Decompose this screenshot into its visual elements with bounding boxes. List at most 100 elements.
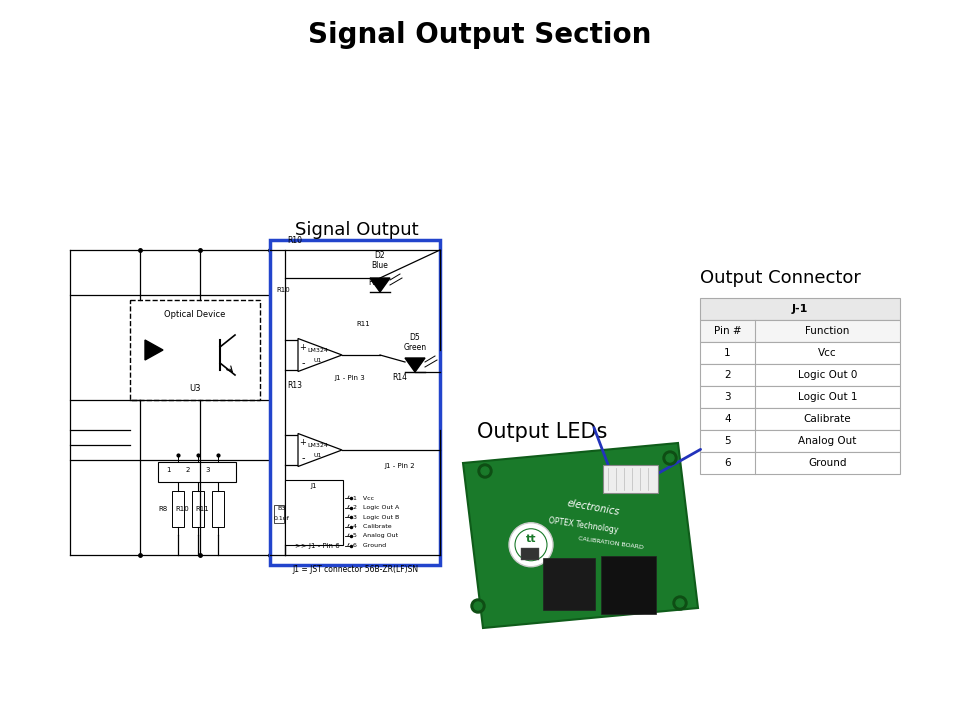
Polygon shape [463, 443, 698, 628]
Text: R10: R10 [287, 236, 302, 245]
Text: 6   Ground: 6 Ground [353, 543, 386, 548]
Text: 6: 6 [724, 458, 731, 468]
Bar [700, 430, 900, 452]
Text: Ground: Ground [808, 458, 847, 468]
Bar [700, 408, 900, 430]
Text: Green: Green [403, 343, 426, 352]
Text: J1: J1 [311, 483, 317, 489]
Text: Function: Function [805, 326, 850, 336]
Text: Optical Device: Optical Device [164, 310, 226, 318]
Text: Logic Out 1: Logic Out 1 [798, 392, 857, 402]
Circle shape [481, 467, 489, 475]
Text: electronics: electronics [565, 498, 620, 518]
Text: tt: tt [526, 534, 537, 544]
Text: 2   Logic Out A: 2 Logic Out A [353, 505, 399, 510]
Text: Analog Out: Analog Out [799, 436, 856, 446]
Text: 2: 2 [186, 467, 190, 473]
Text: 3: 3 [724, 392, 731, 402]
Bar [270, 240, 440, 565]
Text: D2: D2 [374, 251, 385, 260]
Polygon shape [145, 340, 163, 360]
Circle shape [676, 599, 684, 607]
Bar [374, 302, 386, 346]
Text: J1 = JST connector 56B-ZR(LF)SN: J1 = JST connector 56B-ZR(LF)SN [292, 565, 418, 574]
Circle shape [509, 523, 553, 567]
Text: J-1: J-1 [792, 304, 808, 314]
Polygon shape [298, 338, 342, 372]
Text: Pin #: Pin # [713, 326, 741, 336]
Text: D5: D5 [410, 333, 420, 342]
Circle shape [474, 602, 482, 610]
Circle shape [673, 596, 687, 610]
Bar [409, 381, 421, 421]
Text: Output Connector: Output Connector [700, 269, 861, 287]
Text: R14: R14 [393, 373, 407, 382]
Bar [521, 548, 539, 560]
Text: -: - [301, 358, 304, 368]
Text: 1: 1 [166, 467, 170, 473]
Text: Vcc: Vcc [818, 348, 837, 358]
Bar [294, 262, 306, 318]
Polygon shape [370, 278, 390, 292]
Bar [279, 379, 291, 421]
Circle shape [666, 454, 674, 462]
Bar [158, 462, 236, 482]
Text: 1: 1 [724, 348, 731, 358]
Bar [603, 465, 658, 493]
Bar [601, 556, 656, 614]
Text: +: + [300, 343, 306, 352]
Text: 4: 4 [724, 414, 731, 424]
Text: R10: R10 [276, 287, 290, 293]
Text: Signal Output: Signal Output [295, 221, 419, 239]
Text: Calibrate: Calibrate [804, 414, 852, 424]
Text: Output LEDs: Output LEDs [477, 422, 608, 442]
Text: 0.1uf: 0.1uf [274, 516, 290, 521]
Text: R11: R11 [369, 278, 383, 287]
Text: R11: R11 [356, 320, 370, 326]
Text: +: + [300, 438, 306, 447]
Text: LM324: LM324 [307, 443, 328, 448]
Text: 5: 5 [724, 436, 731, 446]
Text: -: - [301, 453, 304, 463]
Text: 2: 2 [724, 370, 731, 380]
Bar [130, 300, 260, 400]
Text: U3: U3 [189, 384, 201, 392]
Text: LM324: LM324 [307, 348, 328, 353]
Text: CALIBRATION BOARD: CALIBRATION BOARD [578, 536, 644, 550]
Bar [700, 342, 900, 364]
Bar [700, 386, 900, 408]
Text: R11: R11 [195, 506, 209, 512]
Bar [700, 320, 900, 342]
Text: J1 - Pin 2: J1 - Pin 2 [385, 463, 416, 469]
Text: R8: R8 [158, 506, 168, 512]
Text: 5   Analog Out: 5 Analog Out [353, 534, 398, 539]
Bar [543, 558, 595, 610]
Text: R10: R10 [175, 506, 189, 512]
Bar [212, 491, 224, 527]
Bar [700, 452, 900, 474]
Text: U1: U1 [314, 453, 323, 458]
Bar [172, 491, 184, 527]
Text: R13: R13 [287, 381, 302, 390]
Text: Logic Out 0: Logic Out 0 [798, 370, 857, 380]
Bar [192, 491, 204, 527]
Polygon shape [298, 433, 342, 467]
Text: 3   Logic Out B: 3 Logic Out B [353, 515, 399, 520]
Text: J1 - Pin 3: J1 - Pin 3 [335, 375, 366, 381]
Circle shape [471, 599, 485, 613]
Bar [700, 298, 900, 320]
Text: >> J1 - Pin 6: >> J1 - Pin 6 [295, 543, 340, 549]
Text: U1: U1 [314, 358, 323, 363]
Bar [700, 364, 900, 386]
Text: 3: 3 [205, 467, 210, 473]
Text: B3: B3 [277, 506, 286, 511]
Bar [285, 480, 343, 545]
Bar [274, 505, 284, 523]
Text: 1   Vcc: 1 Vcc [353, 495, 374, 500]
Text: Blue: Blue [372, 261, 389, 270]
Text: Signal Output Section: Signal Output Section [308, 21, 652, 49]
Polygon shape [405, 358, 425, 372]
Circle shape [663, 451, 677, 465]
Circle shape [478, 464, 492, 478]
Text: OPTEX Technology: OPTEX Technology [547, 516, 618, 534]
